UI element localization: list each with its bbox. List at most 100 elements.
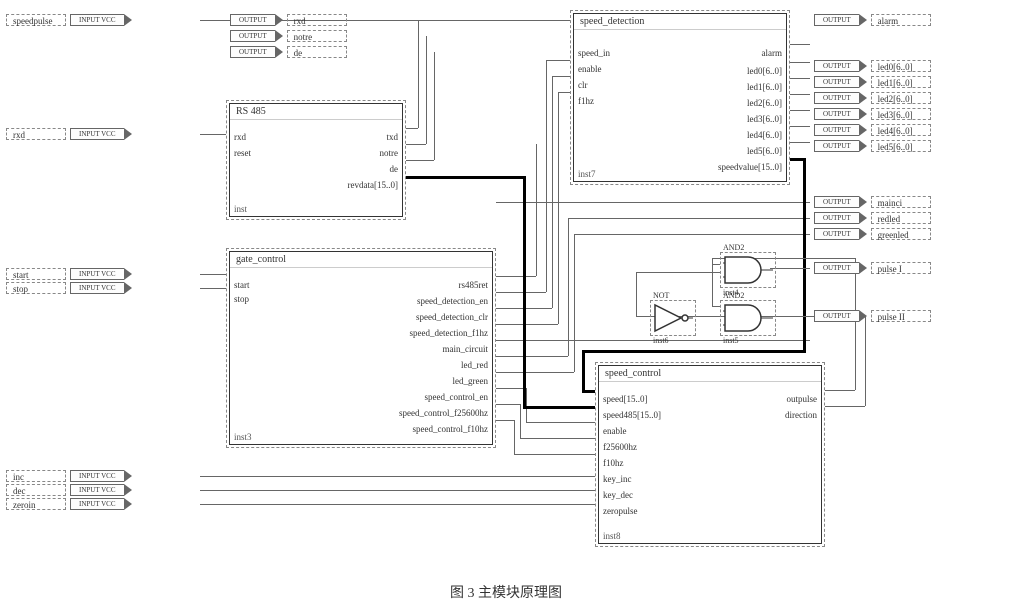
port: led5[6..0] bbox=[747, 146, 782, 156]
port: main_circuit bbox=[443, 344, 488, 354]
pin-label: led2[6..0] bbox=[871, 92, 931, 104]
inst-label: inst8 bbox=[603, 531, 621, 541]
port: led_red bbox=[461, 360, 488, 370]
output-pin-greenled: OUTPUTgreenled bbox=[810, 228, 931, 240]
pin-label: inc bbox=[6, 470, 66, 482]
pin-label: alarm bbox=[871, 14, 931, 26]
bus-wire bbox=[803, 158, 806, 352]
wire bbox=[712, 264, 720, 265]
pin-label: redled bbox=[871, 212, 931, 224]
port: clr bbox=[578, 80, 588, 90]
gate-and-1: AND2 inst4 bbox=[720, 252, 776, 288]
wire bbox=[790, 94, 810, 95]
wire bbox=[200, 274, 226, 275]
port: f25600hz bbox=[603, 442, 637, 452]
port: speed_detection_f1hz bbox=[410, 328, 488, 338]
wire bbox=[574, 234, 575, 372]
pin-tag: INPUT VCC bbox=[70, 128, 124, 140]
wire bbox=[558, 92, 570, 93]
port: speed[15..0] bbox=[603, 394, 648, 404]
wire bbox=[712, 264, 713, 306]
input-pin-stop: stop INPUT VCC bbox=[6, 282, 136, 294]
pin-label: rxd bbox=[6, 128, 66, 140]
gate-label: NOT bbox=[653, 291, 669, 300]
port: key_inc bbox=[603, 474, 632, 484]
output-pin-led1-6--0-: OUTPUT led1[6..0] bbox=[810, 76, 931, 88]
block-speed-control: speed_control speed[15..0] speed485[15..… bbox=[595, 362, 825, 547]
pin-tag: INPUT VCC bbox=[70, 282, 124, 294]
wire bbox=[536, 144, 537, 276]
figure-caption: 图 3 主模块原理图 bbox=[0, 582, 1012, 602]
pin-tag: INPUT VCC bbox=[70, 268, 124, 280]
input-pin-zeroin: zeroin INPUT VCC bbox=[6, 498, 136, 510]
port: key_dec bbox=[603, 490, 633, 500]
input-pin-start: start INPUT VCC bbox=[6, 268, 136, 280]
wire bbox=[546, 60, 547, 292]
pin-tag: OUTPUT bbox=[814, 76, 859, 88]
wire bbox=[526, 422, 595, 423]
pin-label: greenled bbox=[871, 228, 931, 240]
input-pin-rxd: rxd INPUT VCC bbox=[6, 128, 136, 140]
bus-wire bbox=[406, 176, 526, 179]
output-pin-pulse-i: OUTPUTpulse I bbox=[810, 262, 931, 274]
wire bbox=[790, 142, 810, 143]
wire bbox=[636, 272, 637, 316]
inst-label: inst bbox=[234, 204, 247, 214]
pin-label: zeroin bbox=[6, 498, 66, 510]
pin-label: led3[6..0] bbox=[871, 108, 931, 120]
port: start bbox=[234, 280, 250, 290]
port: speed_detection_en bbox=[417, 296, 488, 306]
gate-label: AND2 bbox=[723, 243, 744, 252]
wire bbox=[496, 292, 546, 293]
port: enable bbox=[603, 426, 626, 436]
output-pin-alarm: OUTPUT alarm bbox=[810, 14, 931, 26]
pin-tag: OUTPUT bbox=[814, 124, 859, 136]
port: outpulse bbox=[787, 394, 818, 404]
port: rs485ret bbox=[459, 280, 489, 290]
wire bbox=[526, 388, 527, 422]
block-title: speed_detection bbox=[574, 14, 786, 30]
gate-and-2: AND2 inst5 bbox=[720, 300, 776, 336]
pin-label: dec bbox=[6, 484, 66, 496]
wire bbox=[546, 60, 570, 61]
pin-label: led0[6..0] bbox=[871, 60, 931, 72]
wire bbox=[434, 52, 435, 160]
pin-label: rxd bbox=[287, 14, 347, 26]
pin-tag: OUTPUT bbox=[814, 14, 859, 26]
wire bbox=[418, 20, 419, 128]
port: speed_control_f25600hz bbox=[399, 408, 488, 418]
wire bbox=[496, 420, 514, 421]
port: notre bbox=[380, 148, 399, 158]
pin-label: pulse I bbox=[871, 262, 931, 274]
inst-label: inst3 bbox=[234, 432, 252, 442]
pin-label: de bbox=[287, 46, 347, 58]
port: f1hz bbox=[578, 96, 594, 106]
wire bbox=[790, 78, 810, 79]
wire bbox=[825, 390, 855, 391]
output-pin-led5-6--0-: OUTPUTled5[6..0] bbox=[810, 140, 931, 152]
block-title: speed_control bbox=[599, 366, 821, 382]
wire bbox=[200, 134, 226, 135]
output-pin-led4-6--0-: OUTPUTled4[6..0] bbox=[810, 124, 931, 136]
pin-label: speedpulse bbox=[6, 14, 66, 26]
output-pin-rxd: OUTPUT rxd bbox=[226, 14, 347, 26]
pin-label: led1[6..0] bbox=[871, 76, 931, 88]
port: led3[6..0] bbox=[747, 114, 782, 124]
pin-tag: INPUT VCC bbox=[70, 484, 124, 496]
wire bbox=[406, 160, 434, 161]
block-speed-detection: speed_detection speed_in enable clr f1hz… bbox=[570, 10, 790, 185]
port: speed_control_en bbox=[425, 392, 488, 402]
port: zeropulse bbox=[603, 506, 637, 516]
input-pin-inc: inc INPUT VCC bbox=[6, 470, 136, 482]
wire bbox=[552, 76, 553, 308]
pin-tag: INPUT VCC bbox=[70, 498, 124, 510]
output-pin-led2-6--0-: OUTPUTled2[6..0] bbox=[810, 92, 931, 104]
wire bbox=[514, 420, 515, 454]
wire bbox=[496, 404, 520, 405]
wire bbox=[855, 258, 856, 390]
pin-label: mainci bbox=[871, 196, 931, 208]
port: rxd bbox=[234, 132, 246, 142]
wire bbox=[790, 126, 810, 127]
port: speedvalue[15..0] bbox=[718, 162, 782, 172]
pin-label: led5[6..0] bbox=[871, 140, 931, 152]
